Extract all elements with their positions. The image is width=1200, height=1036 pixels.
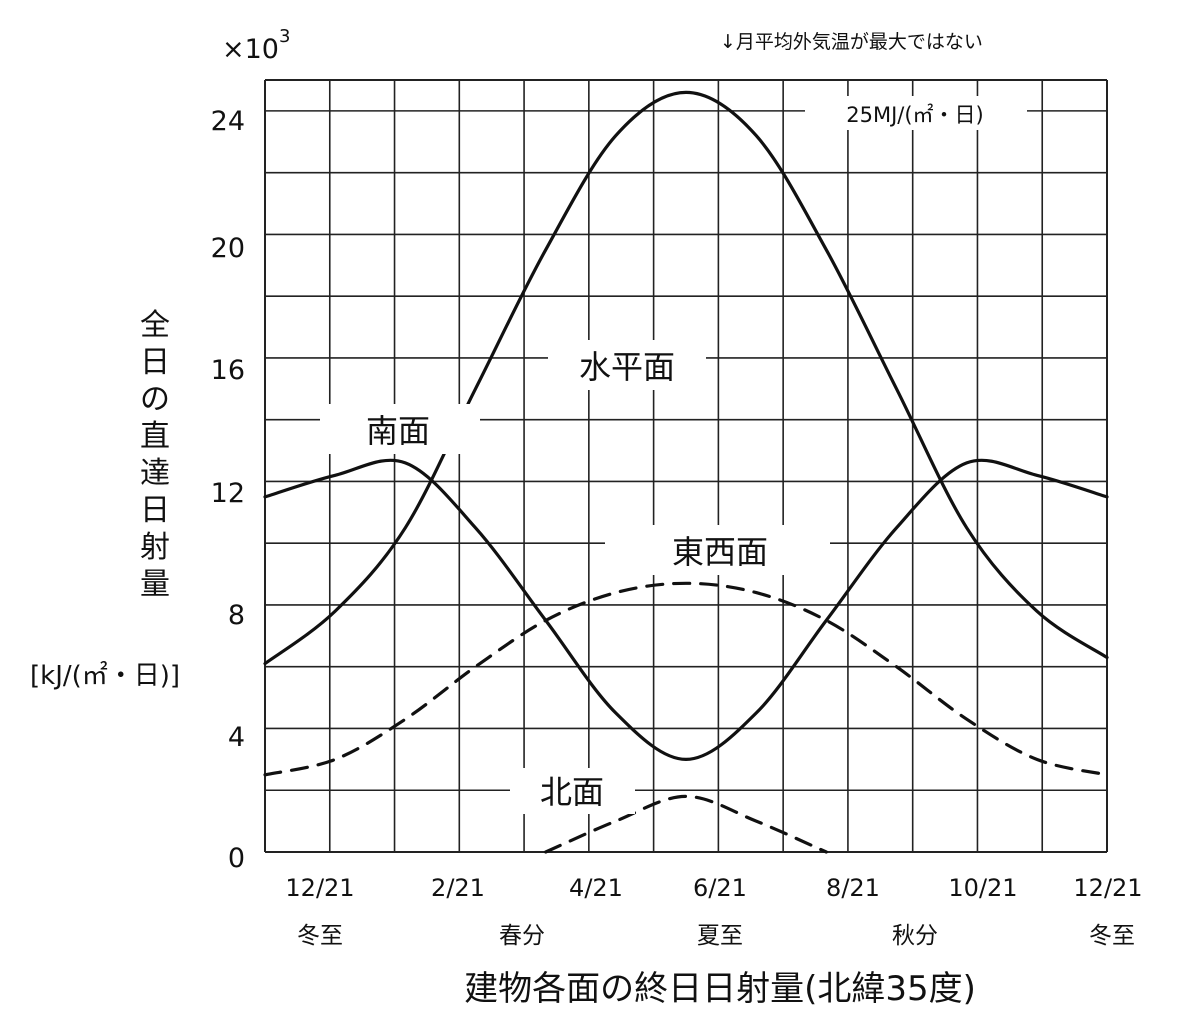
label-background bbox=[548, 340, 706, 390]
y-axis-label-char: 直 bbox=[140, 419, 170, 454]
y-tick-label: 4 bbox=[228, 722, 245, 753]
peak-annotation: 25MJ/(㎡・日) bbox=[846, 103, 984, 127]
y-tick-label: 16 bbox=[211, 355, 245, 386]
x-tick-label: 4/21 bbox=[569, 874, 623, 902]
y-axis-label-char: 日 bbox=[140, 345, 170, 380]
x-tick-label: 6/21 bbox=[693, 874, 747, 902]
series-label-north: 北面 bbox=[540, 773, 604, 811]
curve-labels: 水平面 南面 東西面 北面 bbox=[320, 340, 830, 814]
y-tick-label: 20 bbox=[211, 233, 245, 264]
grid bbox=[264, 79, 1108, 853]
x-tick-labels: 12/21 2/21 4/21 6/21 8/21 10/21 12/21 bbox=[285, 874, 1142, 902]
y-multiplier: ×103 bbox=[222, 26, 290, 65]
y-axis-label-char: 日 bbox=[140, 493, 170, 528]
series-label-south: 南面 bbox=[366, 412, 430, 450]
series-line-2 bbox=[263, 581, 1109, 777]
y-axis-label-char: 量 bbox=[140, 567, 170, 602]
x-tick-label: 8/21 bbox=[826, 874, 880, 902]
x-tick-label: 10/21 bbox=[948, 874, 1017, 902]
x-tick-label: 12/21 bbox=[1073, 874, 1142, 902]
y-axis-label-char: 全 bbox=[140, 308, 170, 343]
label-background bbox=[510, 768, 635, 814]
y-tick-label: 24 bbox=[211, 106, 245, 137]
season-label: 冬至 bbox=[1089, 923, 1135, 949]
label-background bbox=[805, 96, 1027, 130]
y-axis-unit: [kJ/(㎡・日)] bbox=[30, 661, 180, 691]
series-line-3 bbox=[544, 794, 828, 854]
series-label-east-west: 東西面 bbox=[672, 533, 768, 571]
label-background bbox=[605, 525, 830, 575]
y-axis-label-char: 射 bbox=[140, 530, 170, 565]
y-axis-label-char: の bbox=[140, 382, 170, 417]
y-tick-label: 12 bbox=[211, 478, 245, 509]
season-label: 夏至 bbox=[697, 923, 743, 949]
series-line-1 bbox=[263, 458, 1109, 762]
x-tick-label: 12/21 bbox=[285, 874, 354, 902]
label-background bbox=[320, 404, 480, 454]
series-layer bbox=[263, 90, 1109, 854]
x-tick-label: 2/21 bbox=[431, 874, 485, 902]
y-axis-label-char: 達 bbox=[140, 456, 170, 491]
y-tick-label: 0 bbox=[228, 843, 245, 874]
series-line-0 bbox=[263, 90, 1109, 666]
chart-title: 建物各面の終日日射量(北緯35度) bbox=[464, 969, 976, 1009]
season-label: 秋分 bbox=[892, 923, 938, 949]
season-labels: 冬至 春分 夏至 秋分 冬至 bbox=[297, 923, 1135, 949]
season-label: 春分 bbox=[499, 923, 545, 949]
y-tick-labels: 0 4 8 12 16 20 24 bbox=[211, 106, 245, 874]
y-tick-label: 8 bbox=[228, 600, 245, 631]
top-annotation: ↓月平均外気温が最大ではない bbox=[720, 31, 983, 53]
series-label-horizontal: 水平面 bbox=[579, 348, 675, 386]
season-label: 冬至 bbox=[297, 923, 343, 949]
